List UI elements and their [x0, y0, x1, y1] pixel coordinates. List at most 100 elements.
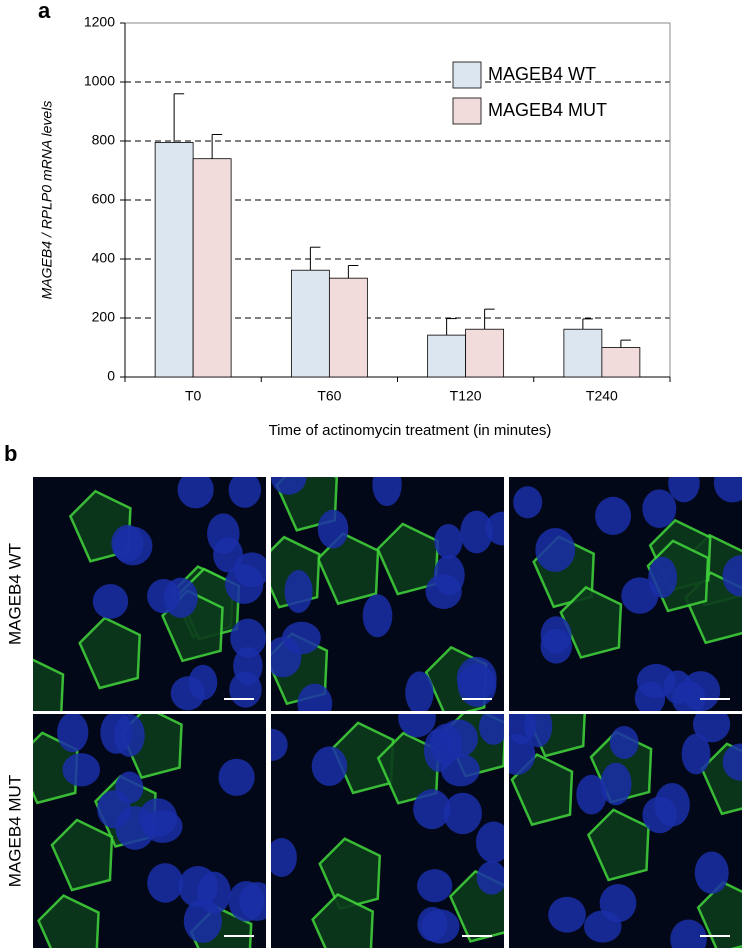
green-cell	[37, 894, 100, 948]
nucleus	[423, 728, 454, 772]
micrograph	[271, 477, 504, 711]
row-label: MAGEB4 WT	[5, 543, 24, 645]
nucleus	[233, 552, 266, 588]
bar	[192, 158, 232, 378]
nucleus	[62, 753, 101, 787]
micrographs	[33, 477, 742, 948]
nucleus	[722, 743, 742, 781]
nucleus	[284, 570, 313, 613]
nucleus	[282, 621, 321, 655]
micrograph	[33, 477, 266, 711]
nucleus	[600, 762, 632, 806]
nucleus	[92, 584, 129, 619]
x-tick-label: T240	[586, 388, 618, 404]
nucleus	[147, 863, 184, 903]
nucleus	[405, 671, 434, 711]
green-cell	[50, 818, 114, 892]
bar	[601, 347, 641, 378]
nucleus	[421, 909, 460, 944]
nucleus	[413, 789, 451, 830]
nucleus	[228, 477, 261, 508]
nucleus	[372, 477, 402, 507]
nucleus	[621, 577, 659, 614]
bar	[290, 269, 330, 378]
bar	[465, 328, 505, 378]
nucleus	[111, 524, 144, 562]
y-tick-label: 400	[92, 250, 116, 266]
nucleus	[398, 714, 436, 738]
nucleus	[681, 733, 711, 775]
green-cell	[78, 616, 142, 690]
bar	[328, 277, 368, 378]
nucleus	[229, 671, 262, 708]
legend-swatch	[452, 97, 482, 125]
bar	[154, 142, 194, 378]
nucleus	[681, 671, 721, 711]
nucleus	[509, 733, 536, 775]
nucleus	[694, 851, 729, 894]
x-tick-label: T0	[185, 388, 202, 404]
nucleus	[218, 758, 255, 796]
nucleus	[433, 554, 465, 596]
nucleus	[548, 896, 586, 933]
nucleus	[178, 865, 218, 908]
nucleus	[642, 489, 677, 529]
nucleus	[417, 869, 453, 903]
nucleus	[479, 714, 504, 745]
x-tick-label: T120	[450, 388, 482, 404]
row-label: MAGEB4 MUT	[5, 775, 24, 887]
nucleus	[668, 477, 700, 503]
nucleus	[456, 656, 497, 701]
x-axis-label: Time of actinomycin treatment (in minute…	[269, 422, 552, 439]
nucleus	[722, 555, 742, 597]
nucleus	[663, 670, 692, 704]
nucleus	[177, 477, 214, 509]
legend-label: MAGEB4 MUT	[488, 100, 607, 120]
y-tick-label: 1000	[84, 73, 115, 89]
nucleus	[634, 681, 666, 711]
legend-label: MAGEB4 WT	[488, 64, 596, 84]
legend-swatch	[452, 61, 482, 89]
nucleus	[583, 910, 622, 943]
x-tick-label: T60	[317, 388, 341, 404]
nucleus	[670, 919, 707, 948]
nucleus	[648, 556, 678, 599]
y-tick-label: 0	[107, 368, 115, 384]
nucleus	[228, 880, 265, 922]
nucleus	[443, 792, 482, 835]
bar	[427, 334, 467, 378]
nucleus	[271, 728, 288, 761]
micrograph	[509, 477, 742, 711]
y-tick-label: 800	[92, 132, 116, 148]
micrograph	[509, 714, 742, 948]
y-axis-label: MAGEB4 / RPLP0 mRNA levels	[39, 101, 55, 300]
nucleus	[642, 796, 677, 834]
nucleus	[609, 726, 639, 760]
nucleus	[230, 618, 266, 658]
green-cell	[376, 522, 440, 596]
nucleus	[297, 683, 333, 711]
green-cell	[586, 808, 650, 882]
nucleus	[183, 899, 222, 943]
green-cell	[33, 658, 65, 711]
nucleus	[271, 477, 307, 495]
y-tick-label: 1200	[84, 14, 115, 30]
nucleus	[163, 577, 198, 618]
nucleus	[460, 510, 493, 554]
nucleus	[692, 714, 731, 743]
micrograph	[271, 714, 504, 948]
nucleus	[311, 746, 348, 786]
nucleus	[476, 861, 504, 895]
green-cell	[559, 585, 623, 659]
green-cell	[311, 892, 374, 948]
nucleus	[576, 774, 607, 815]
nucleus	[713, 477, 742, 503]
nucleus	[100, 714, 133, 754]
nucleus	[138, 798, 178, 838]
nucleus	[317, 509, 349, 549]
y-tick-label: 600	[92, 191, 116, 207]
nucleus	[434, 523, 463, 559]
nucleus	[524, 714, 553, 748]
panel-label: a	[38, 0, 51, 23]
y-tick-label: 200	[92, 309, 116, 325]
